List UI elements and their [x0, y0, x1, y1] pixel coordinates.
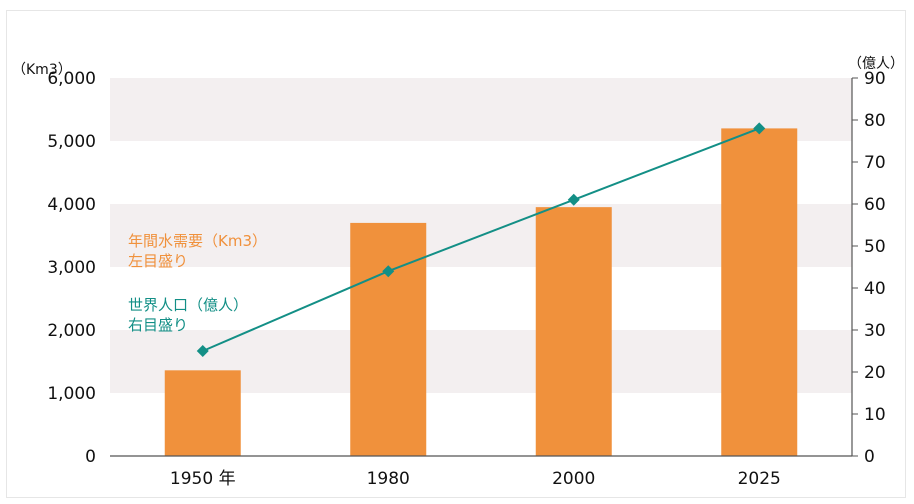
right-tick-label: 10 — [864, 405, 886, 425]
right-tick-label: 60 — [864, 195, 886, 215]
x-tick-label: 1950 年 — [170, 469, 236, 489]
x-tick-label: 2025 — [738, 469, 781, 489]
right-tick-label: 30 — [864, 321, 886, 341]
left-axis-unit: （Km3） — [12, 62, 72, 78]
population-line — [196, 122, 766, 357]
population-marker-0 — [196, 345, 209, 357]
left-tick-label: 2,000 — [47, 321, 96, 341]
legend-population-line2: 右目盛り — [128, 316, 188, 334]
legend-water-demand-line1: 年間水需要（Km3） — [128, 232, 267, 250]
right-tick-label: 0 — [864, 447, 875, 467]
bars — [164, 128, 798, 456]
bar-3 — [721, 128, 798, 456]
population-polyline — [202, 127, 760, 352]
right-axis-ticks: 0 10 20 30 40 50 60 70 80 90 — [852, 69, 886, 467]
right-tick-label: 50 — [864, 237, 886, 257]
left-tick-label: 0 — [85, 447, 96, 467]
x-tick-label: 1980 — [367, 469, 410, 489]
left-tick-label: 6,000 — [47, 69, 96, 89]
right-tick-label: 90 — [864, 69, 886, 89]
left-tick-label: 4,000 — [47, 195, 96, 215]
legend-water-demand-line2: 左目盛り — [128, 252, 188, 270]
bar-1 — [350, 222, 427, 456]
right-tick-label: 70 — [864, 153, 886, 173]
x-tick-label: 2000 — [552, 469, 595, 489]
population-marker-3 — [753, 122, 766, 135]
left-tick-label: 3,000 — [47, 258, 96, 278]
right-tick-label: 20 — [864, 363, 886, 383]
population-marker-2 — [567, 193, 580, 206]
right-axis-unit: （億人） — [848, 56, 904, 72]
left-axis-ticks: 0 1,000 2,000 3,000 4,000 5,000 6,000 — [47, 69, 96, 467]
right-tick-label: 40 — [864, 279, 886, 299]
left-tick-label: 1,000 — [47, 384, 96, 404]
population-marker-1 — [382, 265, 395, 278]
legend-population-line1: 世界人口（億人） — [128, 296, 248, 314]
bar-2 — [535, 207, 612, 456]
bar-0 — [164, 370, 241, 456]
right-tick-label: 80 — [864, 111, 886, 131]
x-axis-ticks: 1950 年 1980 2000 2025 — [170, 469, 781, 489]
left-tick-label: 5,000 — [47, 132, 96, 152]
